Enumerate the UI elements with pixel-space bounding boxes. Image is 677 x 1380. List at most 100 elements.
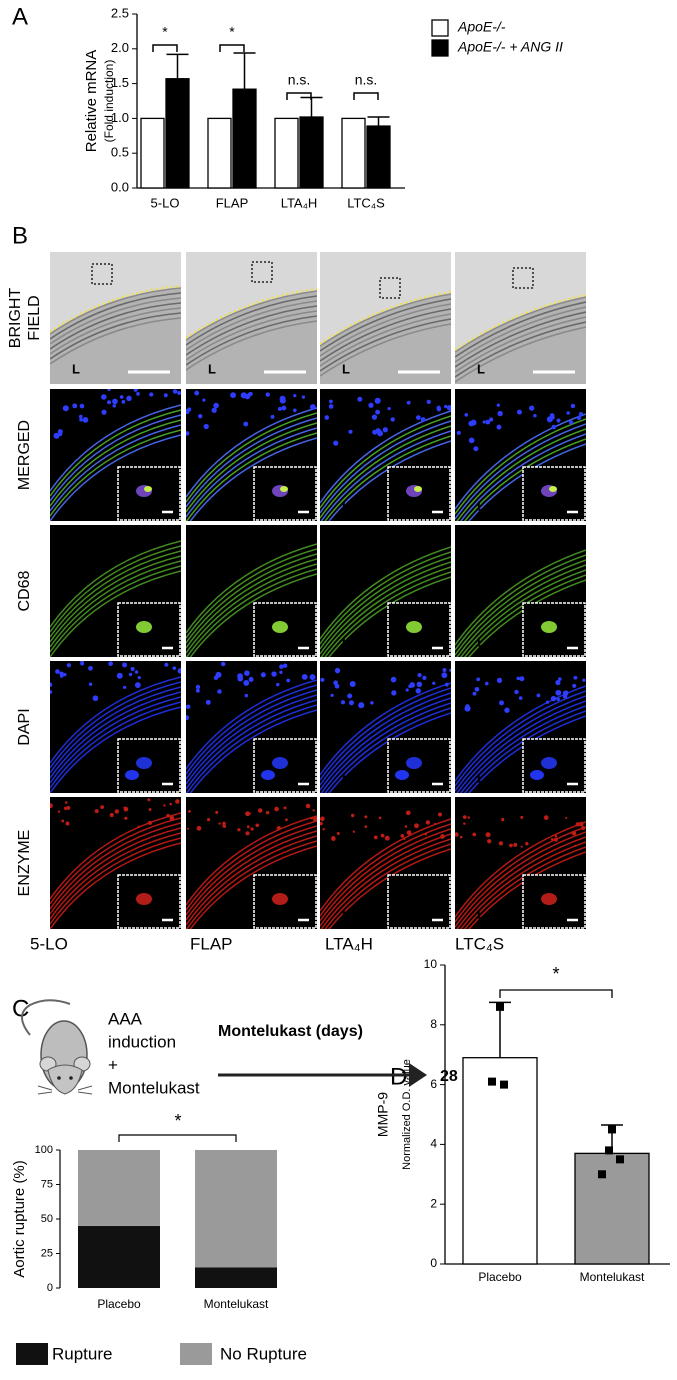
nucleus — [195, 684, 201, 690]
micrograph — [320, 252, 451, 384]
elastic-lamina — [50, 817, 181, 905]
inset-cell — [280, 486, 288, 492]
signal — [553, 837, 558, 842]
nucleus — [58, 432, 63, 436]
nucleus — [570, 403, 576, 409]
bar — [366, 125, 391, 189]
treatment-text: Montelukast — [108, 1078, 200, 1097]
nucleus — [230, 392, 237, 399]
elastic-lamina — [455, 549, 586, 646]
signal — [274, 806, 279, 812]
signal — [188, 809, 191, 813]
nucleus — [572, 683, 577, 688]
micrograph — [455, 252, 586, 384]
elastic-lamina — [189, 437, 317, 521]
nucleus — [442, 667, 447, 673]
signal — [384, 835, 390, 841]
data-point — [488, 1077, 496, 1086]
bar — [274, 117, 299, 189]
y-tick-label: 4 — [430, 1137, 437, 1151]
elastic-lamina — [468, 443, 586, 521]
nucleus — [405, 688, 409, 692]
nucleus — [464, 413, 469, 417]
elastic-lamina — [50, 832, 181, 920]
nucleus — [485, 419, 491, 425]
signal — [380, 833, 385, 838]
elastic-lamina — [468, 715, 586, 793]
nucleus — [244, 693, 249, 698]
nucleus — [172, 389, 178, 394]
micrograph — [50, 525, 181, 657]
elastic-lamina — [50, 404, 181, 492]
elastic-lamina — [186, 820, 317, 911]
inset-cell — [136, 621, 152, 633]
inset-cell — [541, 893, 557, 905]
panel-letter: A — [12, 3, 28, 30]
signal — [206, 818, 211, 822]
elastic-lamina — [50, 686, 181, 774]
lumen-label: L — [477, 361, 485, 376]
nucleus — [203, 423, 209, 430]
signal — [400, 834, 405, 838]
signal — [94, 809, 99, 814]
nucleus — [186, 409, 190, 415]
nucleus — [79, 418, 83, 422]
region-box — [512, 267, 534, 289]
micrograph — [186, 525, 317, 657]
signal — [248, 812, 251, 815]
signal — [364, 825, 368, 828]
tissue-layer — [320, 303, 451, 357]
elastic-lamina — [50, 570, 181, 657]
lumen-label: L — [72, 770, 80, 785]
signal — [467, 816, 470, 819]
tissue-layer — [320, 293, 451, 347]
elastic-lamina — [186, 543, 317, 634]
elastic-lamina — [320, 818, 451, 912]
nucleus — [211, 407, 217, 413]
nucleus — [107, 389, 111, 392]
lumen-label: L — [477, 498, 485, 513]
inset-cell — [541, 621, 557, 633]
nucleus — [374, 397, 381, 404]
signal — [373, 835, 378, 840]
y-tick-label: 1.0 — [111, 110, 129, 125]
nucleus — [349, 681, 356, 688]
bar-segment — [78, 1150, 160, 1226]
nucleus — [569, 420, 574, 425]
row-label: ENZYME — [16, 830, 33, 897]
nucleus — [301, 674, 308, 680]
lumen-label: L — [342, 498, 350, 513]
nucleus — [53, 432, 60, 439]
nucleus — [92, 695, 99, 702]
elastic-lamina — [186, 417, 317, 508]
significance-bracket — [118, 1134, 237, 1142]
mouse-whiskers — [37, 1085, 93, 1095]
micrograph — [186, 389, 317, 521]
nucleus — [108, 661, 113, 667]
bar-segment — [195, 1267, 277, 1288]
column-label: FLAP — [190, 934, 233, 953]
nucleus — [328, 399, 333, 404]
nucleus — [276, 682, 280, 687]
elastic-lamina — [456, 564, 586, 657]
nucleus — [533, 414, 537, 418]
tissue-layer — [186, 320, 317, 371]
data-point — [598, 1170, 606, 1179]
tissue-layer — [320, 323, 451, 377]
tissue — [50, 252, 181, 334]
legend-swatch — [431, 39, 449, 57]
elastic-lamina — [50, 424, 181, 512]
elastic-lamina — [320, 828, 451, 922]
elastic-lamina — [320, 420, 451, 514]
signal — [257, 808, 263, 813]
nucleus — [549, 414, 555, 420]
elastic-lamina — [50, 419, 181, 507]
nucleus — [550, 695, 557, 702]
nucleus — [582, 678, 586, 682]
elastic-lamina — [455, 559, 586, 656]
elastic-lamina — [456, 428, 586, 521]
tissue-layer — [455, 306, 586, 363]
signal — [175, 799, 180, 804]
elastic-lamina — [456, 836, 586, 929]
row-label: FIELD — [26, 295, 43, 340]
